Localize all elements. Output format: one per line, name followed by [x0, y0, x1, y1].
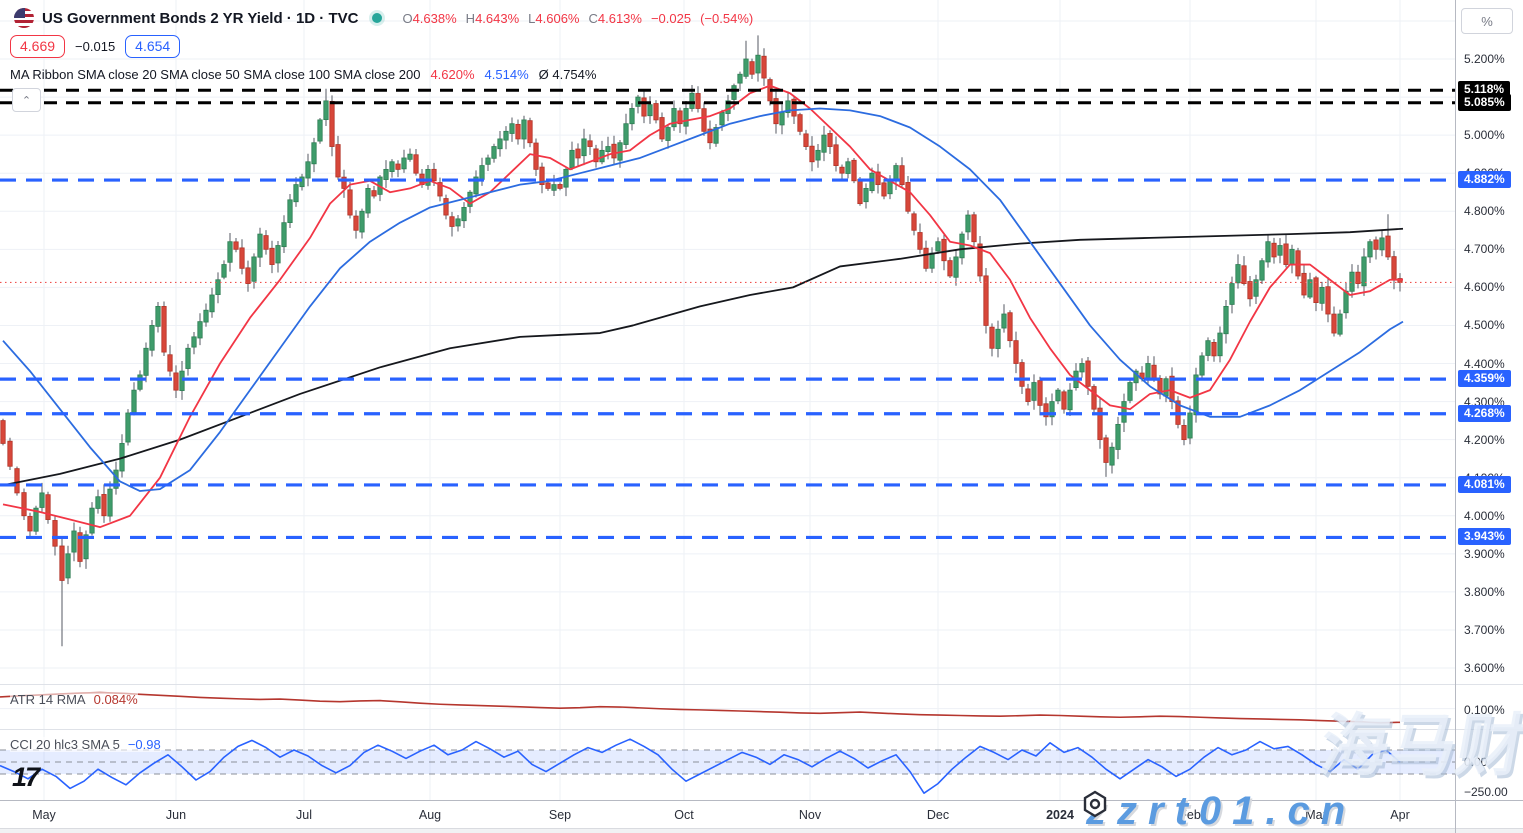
cci-legend[interactable]: CCI 20 hlc3 SMA 5 −0.98	[10, 737, 161, 752]
price-axis[interactable]: % 5.200%5.100%5.000%4.900%4.800%4.700%4.…	[1456, 0, 1523, 833]
price-tick: 4.400%	[1464, 356, 1505, 371]
level-price-tag: 4.268%	[1458, 404, 1511, 422]
site-watermark-suffix: n	[1320, 789, 1357, 833]
level-price-tag: 4.882%	[1458, 171, 1511, 189]
ma-sma20-value: 4.620%	[430, 67, 475, 82]
ma-ribbon-legend[interactable]: MA Ribbon SMA close 20 SMA close 50 SMA …	[10, 67, 596, 82]
price-tick: 5.200%	[1464, 52, 1505, 66]
open-label: O	[402, 10, 413, 26]
price-tick: 3.700%	[1464, 622, 1505, 637]
high-value: 4.643%	[475, 10, 520, 26]
time-axis-label: Aug	[418, 808, 442, 822]
bid-price-button[interactable]: 4.654	[125, 35, 181, 58]
bid-ask-row: 4.669 −0.015 4.654	[10, 35, 181, 58]
level-price-tag: 5.085%	[1458, 93, 1511, 111]
price-tick: 4.200%	[1464, 432, 1505, 447]
site-watermark: zzrt01.c n	[1083, 789, 1357, 833]
close-value: 4.613%	[597, 10, 642, 26]
cci-value: −0.98	[127, 737, 161, 752]
atr-legend[interactable]: ATR 14 RMA 0.084%	[10, 692, 138, 707]
close-label: C	[588, 10, 598, 26]
price-tick: 4.600%	[1464, 280, 1505, 295]
time-axis-label: Jun	[165, 808, 187, 822]
spread-value: −0.015	[75, 39, 116, 54]
time-axis-label: 2024	[1046, 808, 1074, 822]
change-pct: (−0.54%)	[700, 10, 754, 26]
time-axis[interactable]: May Jun Jul Aug Sep Oct Nov Dec 2024 Feb Mar Apr	[0, 800, 1523, 833]
change-abs: −0.025	[650, 10, 692, 26]
atr-label: ATR 14 RMA	[10, 692, 86, 707]
ohlc-values: O4.638% H4.643% L4.606% C4.613% −0.025 (…	[402, 11, 753, 26]
cci-label: CCI 20 hlc3 SMA 5	[10, 737, 120, 752]
cci-tick: −250.00	[1464, 785, 1508, 799]
tradingview-logo[interactable]: 17	[12, 762, 40, 792]
chevron-up-icon: ⌃	[21, 94, 32, 107]
us-flag-icon	[14, 8, 34, 28]
site-watermark-prefix: zzrt01.c	[1086, 789, 1321, 833]
ask-price-button[interactable]: 4.669	[10, 35, 66, 58]
time-axis-label: Jul	[296, 808, 312, 822]
price-tick: 3.600%	[1464, 661, 1505, 675]
ma-sma50-value: 4.514%	[484, 67, 529, 82]
symbol-legend[interactable]: US Government Bonds 2 YR Yield · 1D · TV…	[14, 8, 753, 28]
time-axis-label: Sep	[548, 808, 572, 822]
time-axis-label: Oct	[674, 808, 694, 822]
low-value: 4.606%	[535, 10, 580, 26]
open-value: 4.638%	[412, 10, 457, 26]
price-tick: 3.800%	[1464, 584, 1505, 599]
time-axis-label: Feb	[1179, 808, 1201, 822]
watermark-gear-icon	[1083, 790, 1107, 818]
price-tick: 4.700%	[1464, 242, 1505, 257]
level-price-tag: 3.943%	[1458, 528, 1511, 546]
time-axis-label: Dec	[926, 808, 950, 822]
time-axis-label: Apr	[1390, 808, 1410, 822]
price-tick: 5.000%	[1464, 128, 1505, 143]
time-axis-label: Mar	[1305, 808, 1327, 822]
level-price-tag: 4.359%	[1458, 370, 1511, 388]
atr-value: 0.084%	[93, 692, 138, 707]
cci-tick: 0.00	[1464, 755, 1488, 769]
time-axis-label: Nov	[798, 808, 822, 822]
high-label: H	[465, 10, 476, 26]
price-tick: 4.500%	[1464, 318, 1505, 333]
symbol-title: US Government Bonds 2 YR Yield · 1D · TV…	[42, 9, 359, 27]
time-axis-label: May	[32, 808, 56, 822]
price-tick: 3.900%	[1464, 546, 1505, 561]
brand-watermark: 海马财经	[1314, 708, 1523, 784]
price-tick: 4.000%	[1464, 508, 1505, 523]
ma-ribbon-label: MA Ribbon SMA close 20 SMA close 50 SMA …	[10, 67, 421, 82]
atr-tick: 0.100%	[1464, 703, 1505, 717]
market-status-icon[interactable]	[372, 13, 383, 23]
ma-average-value: Ø 4.754%	[538, 67, 597, 82]
collapse-legend-button[interactable]: ⌃	[12, 88, 41, 112]
percent-scale-button[interactable]: %	[1461, 8, 1513, 34]
level-price-tag: 4.081%	[1458, 475, 1511, 493]
price-tick: 4.800%	[1464, 204, 1505, 219]
low-label: L	[528, 10, 536, 26]
